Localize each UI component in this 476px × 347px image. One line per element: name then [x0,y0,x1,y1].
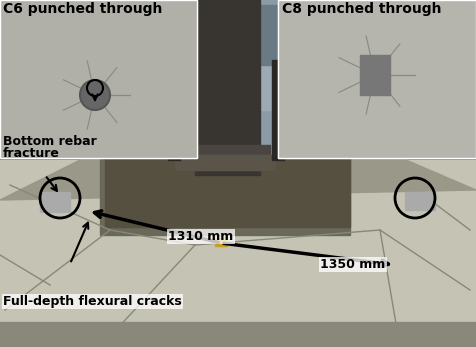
Bar [40,192,70,212]
Bar [175,155,275,170]
Text: 1350 mm: 1350 mm [320,258,385,271]
Bar [105,157,350,227]
Bar [360,55,390,95]
Circle shape [81,81,109,109]
Bar [168,60,180,160]
Bar [0,60,155,170]
Bar [195,0,260,175]
Bar [200,5,280,65]
Bar [405,192,435,210]
Bar [278,0,476,158]
Bar [215,238,227,246]
Polygon shape [0,160,476,347]
Bar [272,60,284,160]
Polygon shape [0,160,476,200]
Bar [185,145,270,170]
Bar [0,0,197,158]
Text: C8 punched through: C8 punched through [282,2,442,16]
Bar [0,20,130,90]
Text: Bottom rebar: Bottom rebar [3,135,97,148]
Bar [292,30,300,160]
Bar [0,322,476,347]
Text: 1310 mm: 1310 mm [168,230,233,243]
Bar [278,0,476,158]
Bar [150,0,340,165]
Text: C6 punched through: C6 punched through [3,2,162,16]
Bar [170,10,310,110]
Text: Full-depth flexural cracks: Full-depth flexural cracks [3,295,182,308]
Text: fracture: fracture [3,147,60,160]
Bar [100,155,350,235]
Bar [210,110,250,160]
Bar [0,0,197,158]
Bar [325,60,476,160]
